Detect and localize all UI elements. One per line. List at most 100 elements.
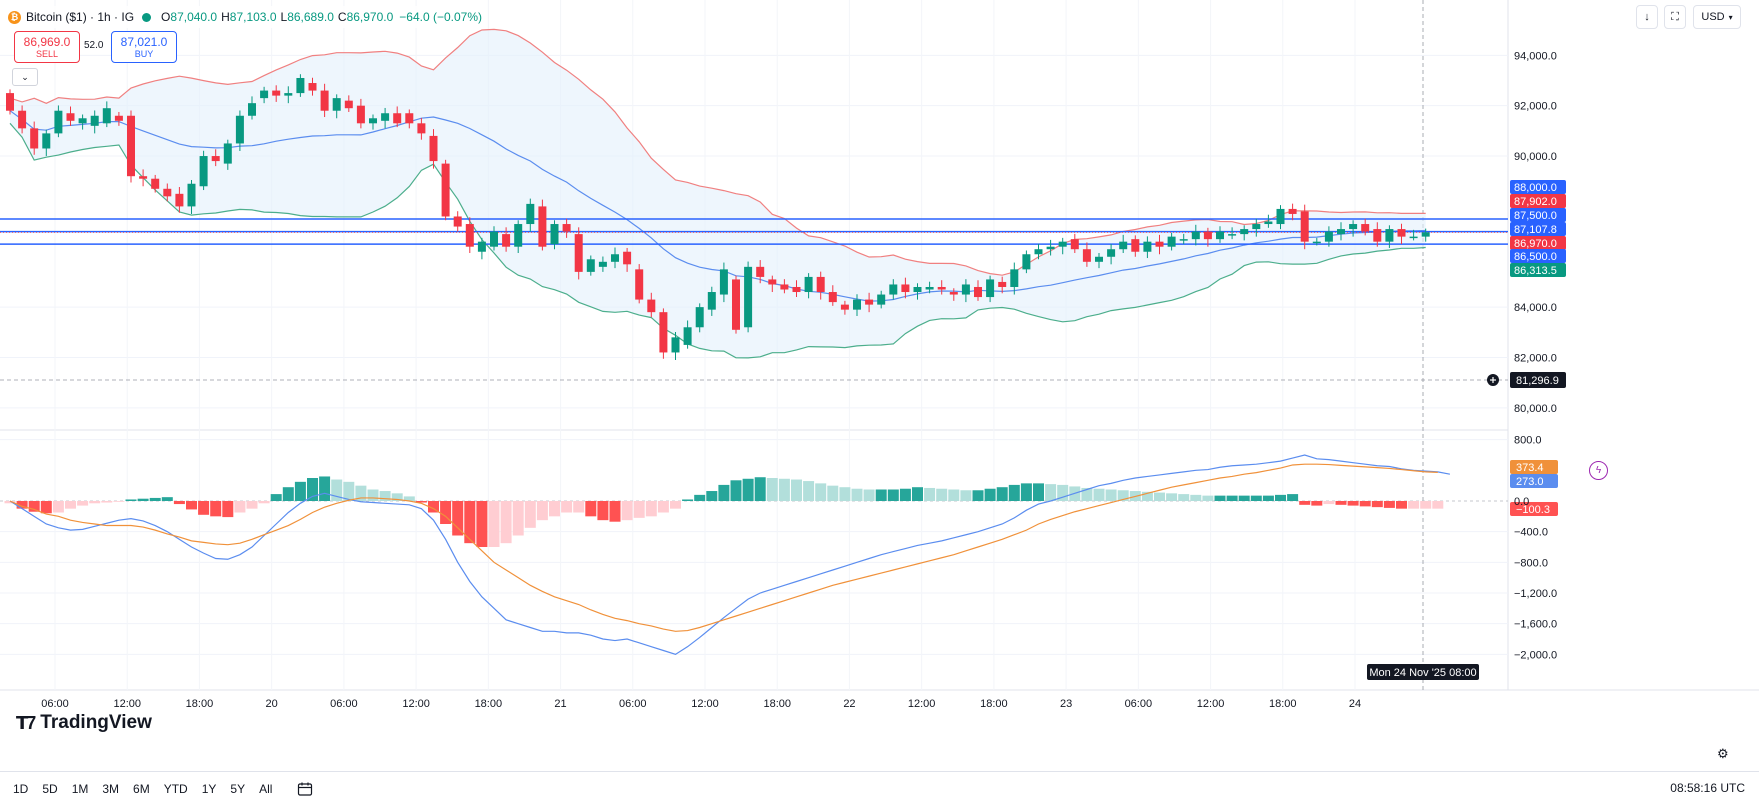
range-button-1m[interactable]: 1M bbox=[71, 782, 89, 796]
histogram-bar bbox=[1020, 483, 1032, 501]
price-axis-tag bbox=[1510, 180, 1566, 194]
chevron-down-icon: ▾ bbox=[1728, 12, 1733, 22]
macd-histogram bbox=[0, 476, 1508, 547]
candle-body bbox=[1361, 224, 1370, 232]
histogram-bar bbox=[936, 488, 948, 501]
range-button-5d[interactable]: 5D bbox=[42, 782, 58, 796]
symbol-title[interactable]: Bitcoin ($1) · 1h · IG bbox=[26, 10, 135, 24]
download-button[interactable]: ↓ bbox=[1636, 5, 1658, 29]
open-label: O bbox=[161, 10, 171, 24]
histogram-bar bbox=[1093, 488, 1105, 501]
macd-axis-tag-text: −100.3 bbox=[1516, 504, 1550, 516]
histogram-bar bbox=[1226, 495, 1238, 501]
time-tick-label: 12:00 bbox=[691, 698, 719, 710]
price-tick-label: 92,000.0 bbox=[1514, 101, 1557, 113]
histogram-bar bbox=[1420, 501, 1432, 509]
range-button-1y[interactable]: 1Y bbox=[201, 782, 217, 796]
candle-body bbox=[163, 188, 172, 197]
range-button-all[interactable]: All bbox=[259, 782, 273, 796]
histogram-bar bbox=[355, 485, 367, 501]
histogram-bar bbox=[609, 501, 621, 522]
price-axis-tag bbox=[1510, 236, 1566, 250]
candle-body bbox=[502, 234, 511, 247]
price-axis-tag bbox=[1510, 194, 1566, 208]
histogram-bar bbox=[476, 501, 488, 547]
histogram-bar bbox=[1250, 495, 1262, 501]
histogram-bar bbox=[549, 501, 560, 517]
price-axis-tag-text: 86,970.0 bbox=[1514, 238, 1557, 250]
settings-gear-icon[interactable]: ⚙ bbox=[1717, 746, 1729, 761]
histogram-bar bbox=[633, 501, 645, 518]
candle-body bbox=[526, 203, 535, 225]
sell-button[interactable]: 86,969.0 SELL bbox=[14, 31, 80, 63]
add-alert-plus-icon[interactable] bbox=[1487, 374, 1499, 386]
histogram-bar bbox=[101, 501, 113, 503]
time-tick-label: 20 bbox=[266, 698, 278, 710]
histogram-bar bbox=[1311, 501, 1323, 506]
candle-body bbox=[586, 259, 595, 272]
histogram-bar bbox=[1262, 495, 1274, 501]
candle-body bbox=[986, 279, 995, 298]
histogram-bar bbox=[246, 501, 258, 509]
histogram-bar bbox=[742, 478, 754, 501]
candle-body bbox=[913, 286, 922, 293]
lightning-icon[interactable]: ϟ bbox=[1589, 461, 1608, 480]
candle-body bbox=[429, 135, 438, 162]
candle-body bbox=[66, 113, 75, 121]
calendar-icon[interactable] bbox=[297, 781, 313, 797]
candle-body bbox=[490, 231, 498, 247]
range-button-ytd[interactable]: YTD bbox=[163, 782, 188, 796]
time-tick-label: 21 bbox=[554, 698, 566, 710]
range-button-3m[interactable]: 3M bbox=[102, 782, 120, 796]
time-tick-label: 06:00 bbox=[619, 698, 647, 710]
candle-body bbox=[248, 103, 256, 116]
fullscreen-button[interactable]: ⛶ bbox=[1664, 5, 1686, 29]
macd-axis-tag-text: 373.4 bbox=[1516, 462, 1544, 474]
price-axis-labels: 88,000.0 87,902.0 87,500.0 87,107.8 86,970.0… bbox=[1367, 180, 1566, 680]
candle-body bbox=[828, 292, 837, 303]
histogram-bar bbox=[282, 487, 294, 501]
candle-body bbox=[744, 266, 753, 328]
histogram-bar bbox=[440, 501, 452, 524]
time-tick-label: 12:00 bbox=[113, 698, 141, 710]
price-axis-tag bbox=[1510, 222, 1566, 236]
histogram-bar bbox=[524, 501, 536, 528]
histogram-bar bbox=[1335, 501, 1347, 505]
histogram-bar bbox=[1117, 490, 1129, 501]
candle-body bbox=[574, 234, 583, 272]
histogram-bar bbox=[415, 501, 427, 503]
macd-tick-label: −1,200.0 bbox=[1514, 588, 1557, 600]
candle-body bbox=[6, 93, 14, 111]
range-button-1d[interactable]: 1D bbox=[13, 782, 29, 796]
bollinger-upper-line bbox=[9, 28, 1426, 276]
histogram-bar bbox=[875, 489, 887, 501]
price-tick-label: 82,000.0 bbox=[1514, 352, 1557, 364]
histogram-bar bbox=[331, 479, 343, 501]
bollinger-lower-line bbox=[9, 122, 1426, 359]
price-axis-tag bbox=[1510, 249, 1566, 263]
histogram-bar bbox=[464, 501, 476, 544]
candle-body bbox=[332, 98, 341, 111]
candle-body bbox=[1349, 224, 1358, 230]
histogram-bar bbox=[210, 501, 222, 517]
histogram-bar bbox=[960, 490, 972, 501]
candle-body bbox=[1131, 239, 1140, 252]
range-button-5y[interactable]: 5Y bbox=[230, 782, 246, 796]
candle-body bbox=[1421, 232, 1430, 237]
utc-clock[interactable]: 08:58:16 UTC bbox=[1670, 781, 1745, 795]
candle-body bbox=[792, 286, 801, 293]
candle-body bbox=[732, 279, 740, 330]
range-button-6m[interactable]: 6M bbox=[133, 782, 150, 796]
candle-body bbox=[623, 251, 632, 265]
buy-price: 87,021.0 bbox=[120, 35, 168, 49]
buy-button[interactable]: 87,021.0 BUY bbox=[111, 31, 177, 63]
currency-select[interactable]: USD ▾ bbox=[1693, 5, 1741, 29]
histogram-bar bbox=[4, 501, 16, 504]
histogram-bar bbox=[367, 489, 379, 501]
candle-body bbox=[102, 108, 111, 124]
candle-body bbox=[562, 224, 571, 232]
collapse-legend-button[interactable]: ⌄ bbox=[12, 68, 38, 86]
candle-body bbox=[393, 113, 402, 124]
candle-body bbox=[1046, 246, 1055, 250]
